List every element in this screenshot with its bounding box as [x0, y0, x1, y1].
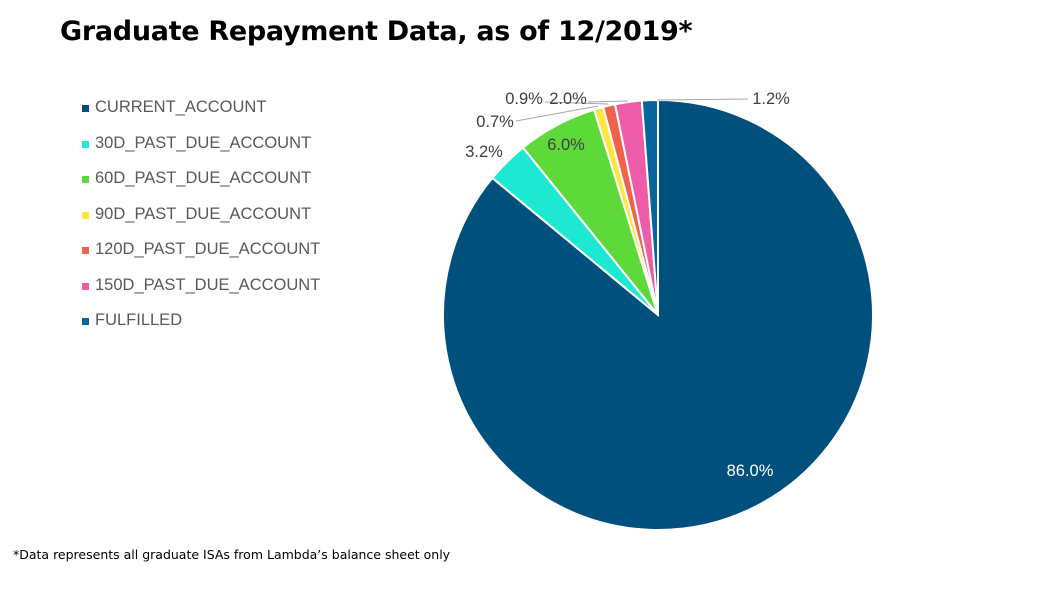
data-label-current-account: 86.0%	[727, 462, 774, 480]
leader-line-120d-past-due-account	[544, 101, 609, 105]
legend-item-60d-past-due-account: 60D_PAST_DUE_ACCOUNT	[82, 169, 320, 205]
footnote: *Data represents all graduate ISAs from …	[13, 547, 451, 562]
legend-label: 30D_PAST_DUE_ACCOUNT	[95, 133, 312, 152]
leader-line-150d-past-due-account	[587, 100, 629, 103]
legend-item-30d-past-due-account: 30D_PAST_DUE_ACCOUNT	[82, 134, 320, 170]
legend-item-90d-past-due-account: 90D_PAST_DUE_ACCOUNT	[82, 205, 320, 241]
legend-swatch	[82, 105, 89, 112]
legend-label: 120D_PAST_DUE_ACCOUNT	[95, 240, 321, 258]
legend-item-120d-past-due-account: 120D_PAST_DUE_ACCOUNT	[82, 240, 320, 276]
legend-swatch	[82, 140, 89, 148]
legend-item-current-account: CURRENT_ACCOUNT	[82, 98, 320, 134]
legend-label: CURRENT_ACCOUNT	[95, 98, 267, 116]
legend-label: 90D_PAST_DUE_ACCOUNT	[95, 204, 312, 223]
data-label-90d-past-due-account: 0.7%	[476, 113, 514, 131]
data-label-120d-past-due-account: 0.9%	[505, 90, 543, 108]
chart-legend: CURRENT_ACCOUNT 30D_PAST_DUE_ACCOUNT 60D_P…	[82, 98, 320, 347]
legend-label: 150D_PAST_DUE_ACCOUNT	[95, 275, 321, 294]
data-label-150d-past-due-account: 2.0%	[549, 90, 587, 108]
legend-item-150d-past-due-account: 150D_PAST_DUE_ACCOUNT	[82, 276, 320, 312]
legend-item-fulfilled: FULFILLED	[82, 311, 320, 347]
legend-swatch	[82, 176, 89, 183]
data-label-60d-past-due-account: 6.0%	[547, 136, 585, 154]
chart-title: Graduate Repayment Data, as of 12/2019*	[60, 16, 693, 47]
legend-swatch	[82, 318, 89, 325]
data-label-30d-past-due-account: 3.2%	[465, 143, 503, 161]
leader-line-fulfilled	[656, 98, 749, 101]
data-label-fulfilled: 1.2%	[752, 90, 790, 108]
legend-swatch	[82, 282, 89, 290]
legend-label: 60D_PAST_DUE_ACCOUNT	[95, 169, 312, 187]
legend-swatch	[82, 211, 89, 219]
leader-line-90d-past-due-account	[515, 105, 599, 122]
legend-label: FULFILLED	[95, 311, 183, 329]
legend-swatch	[82, 247, 89, 254]
